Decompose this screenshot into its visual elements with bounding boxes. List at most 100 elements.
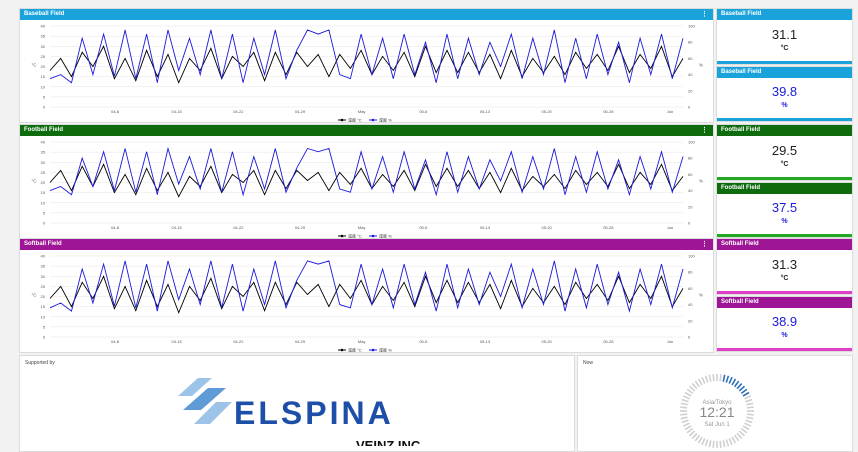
softball-temp-value: 31.3 — [771, 257, 798, 272]
football-humidity-bar — [717, 234, 852, 237]
baseball-temp-bar — [717, 61, 852, 64]
softball-humidity-value: 38.9 — [771, 314, 798, 329]
y-tick-label-left: 25 — [41, 284, 46, 289]
baseball-temp-tile: Baseball Field 31.1 °C — [716, 8, 853, 65]
softball-temp-tile-header: Softball Field — [717, 239, 852, 250]
clock-tick — [736, 432, 743, 440]
clock-tick — [744, 422, 752, 427]
clock-tick — [746, 402, 754, 406]
x-tick-label: 05-28 — [603, 339, 614, 344]
clock-tick — [725, 375, 730, 383]
y-tick-label-right: 60 — [688, 286, 693, 291]
x-tick-label: Jun — [667, 225, 673, 230]
football-humidity-unit: % — [781, 218, 788, 225]
logo-subtitle: VEINZ INC. — [356, 438, 424, 446]
clock-tick — [684, 425, 692, 431]
legend-temp-label: 温度 °C — [348, 117, 362, 123]
football-chart-panel: Football Field ⋮ 0 5 10 15 20 25 30 35 40 0 20 40 60… — [19, 124, 714, 239]
chart-legend[interactable]: 温度 °C 湿度 % — [338, 347, 392, 353]
clock-date: Sat Jun 1 — [704, 422, 730, 428]
football-temp-tile-header: Football Field — [717, 125, 852, 136]
x-tick-label: May — [358, 109, 366, 114]
clock-tick — [688, 385, 696, 392]
y-tick-label-left: 10 — [41, 200, 46, 205]
x-tick-label: 05-6 — [419, 339, 428, 344]
clock-tick — [697, 378, 703, 386]
baseball-humidity-unit: % — [781, 102, 788, 109]
clock-tick — [746, 406, 754, 409]
temperature-series-line — [49, 275, 684, 314]
x-tick-label: 05-13 — [480, 339, 491, 344]
clock-tick — [745, 398, 753, 403]
humidity-series-line — [49, 146, 684, 197]
softball-humidity-bar — [717, 348, 852, 351]
clock-dial-ticks — [680, 374, 754, 448]
kebab-menu-icon[interactable]: ⋮ — [701, 11, 708, 18]
y-tick-label-left: 40 — [41, 24, 46, 29]
x-tick-label: 05-20 — [542, 109, 553, 114]
y-tick-label-left: 5 — [43, 94, 46, 99]
y-tick-label-left: 35 — [41, 150, 46, 155]
x-tick-label: 05-28 — [603, 225, 614, 230]
y-tick-label-left: 25 — [41, 170, 46, 175]
baseball-chart-header: Baseball Field ⋮ — [20, 9, 713, 20]
y-tick-label-left: 20 — [41, 64, 46, 69]
legend-humidity-label: 湿度 % — [379, 117, 392, 123]
clock-tick — [712, 440, 715, 448]
x-tick-label: Jun — [667, 339, 673, 344]
humidity-series-line — [49, 29, 684, 84]
clock-tick — [745, 419, 753, 424]
football-chart-header: Football Field ⋮ — [20, 125, 713, 136]
supported-by-label: Supported by — [25, 360, 55, 366]
clock-tick — [680, 402, 688, 406]
clock-tick — [742, 425, 750, 431]
clock-tick — [736, 382, 743, 390]
y-axis-label-right: % — [699, 179, 703, 184]
x-tick-label: 04-22 — [233, 109, 244, 114]
clock-tick — [740, 427, 748, 434]
y-tick-label-left: 35 — [41, 264, 46, 269]
y-tick-label-right: 20 — [688, 318, 693, 323]
softball-chart-title: Softball Field — [24, 241, 62, 247]
kebab-menu-icon[interactable]: ⋮ — [701, 127, 708, 134]
clock-tick — [738, 385, 746, 392]
now-clock-panel: Now Asia/Tokyo 12:21 Sat Jun 1 — [577, 355, 853, 452]
y-axis-label-left: °C — [31, 63, 37, 68]
y-tick-label-right: 100 — [688, 24, 695, 29]
football-humidity-tile: Football Field 37.5 % — [716, 182, 853, 238]
clock-tick — [708, 440, 712, 448]
clock-tick — [686, 388, 694, 395]
y-tick-label-right: 0 — [688, 221, 691, 226]
y-tick-label-left: 15 — [41, 304, 46, 309]
y-tick-label-left: 0 — [43, 335, 46, 340]
chart-legend[interactable]: 温度 °C 湿度 % — [338, 117, 392, 123]
x-tick-label: 04-8 — [111, 339, 120, 344]
clock-tick — [708, 374, 712, 382]
x-tick-label: 04-8 — [111, 109, 120, 114]
y-tick-label-left: 0 — [43, 105, 46, 110]
clock-tick — [694, 380, 701, 388]
kebab-menu-icon[interactable]: ⋮ — [701, 241, 708, 248]
x-tick-label: 05-13 — [480, 225, 491, 230]
y-tick-label-left: 20 — [41, 294, 46, 299]
clock-time: 12:21 — [699, 404, 734, 420]
baseball-humidity-tile-header: Baseball Field — [717, 67, 852, 78]
y-tick-label-left: 40 — [41, 254, 46, 259]
y-tick-label-right: 0 — [688, 335, 691, 340]
y-tick-label-right: 0 — [688, 105, 691, 110]
y-tick-label-right: 100 — [688, 254, 695, 259]
y-tick-label-left: 30 — [41, 274, 46, 279]
y-tick-label-left: 5 — [43, 210, 46, 215]
clock-tick — [725, 439, 730, 447]
clock-tick — [746, 413, 754, 416]
legend-humidity-marker — [371, 348, 375, 352]
y-tick-label-right: 80 — [688, 156, 693, 161]
legend-temp-marker — [340, 348, 344, 352]
clock-tick — [681, 419, 689, 424]
clock-tick — [733, 380, 740, 388]
chart-legend[interactable]: 温度 °C 湿度 % — [338, 233, 392, 239]
x-tick-label: 04-8 — [111, 225, 120, 230]
clock-tick — [694, 434, 701, 442]
x-tick-label: 04-22 — [233, 339, 244, 344]
y-tick-label-left: 10 — [41, 84, 46, 89]
